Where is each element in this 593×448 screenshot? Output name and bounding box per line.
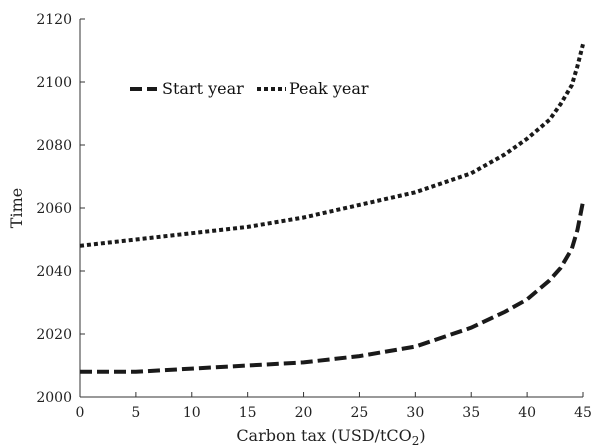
- legend: Start year Peak year: [130, 79, 369, 98]
- y-tick-label: 2020: [36, 327, 72, 343]
- x-tick-label: 5: [131, 405, 140, 421]
- x-axis-title: Carbon tax (USD/tCO2): [236, 426, 425, 448]
- y-tick-label: 2100: [36, 75, 72, 91]
- x-tick-label: 20: [295, 405, 313, 421]
- x-tick-label: 0: [76, 405, 85, 421]
- x-axis-title-suffix: ): [419, 426, 425, 445]
- series-line-start-year: [80, 201, 585, 374]
- series-line-peak-year: [79, 43, 585, 248]
- y-ticks: 2000 2020 2040 2060 2080 2100 2120: [36, 12, 85, 406]
- y-tick-label: 2080: [36, 138, 72, 154]
- x-axis-title-main: Carbon tax (USD/tCO: [236, 426, 411, 445]
- y-axis-title: Time: [7, 188, 26, 228]
- axes: [79, 19, 583, 398]
- legend-label-start-year: Start year: [162, 79, 244, 98]
- x-tick-label: 35: [462, 405, 480, 421]
- y-tick-label: 2120: [36, 12, 72, 28]
- legend-label-peak-year: Peak year: [289, 79, 369, 98]
- x-ticks: 0 5 10 15 20 25 30 35 40 45: [76, 392, 592, 421]
- y-tick-label: 2060: [36, 201, 72, 217]
- y-tick-label: 2040: [36, 264, 72, 280]
- x-tick-label: 40: [518, 405, 536, 421]
- x-tick-label: 25: [351, 405, 369, 421]
- y-tick-label: 2000: [36, 390, 72, 406]
- x-tick-label: 30: [406, 405, 424, 421]
- x-axis-title-subscript: 2: [412, 434, 420, 448]
- x-tick-label: 45: [574, 405, 592, 421]
- x-tick-label: 10: [183, 405, 201, 421]
- x-tick-label: 15: [239, 405, 257, 421]
- series-layer: [79, 43, 585, 374]
